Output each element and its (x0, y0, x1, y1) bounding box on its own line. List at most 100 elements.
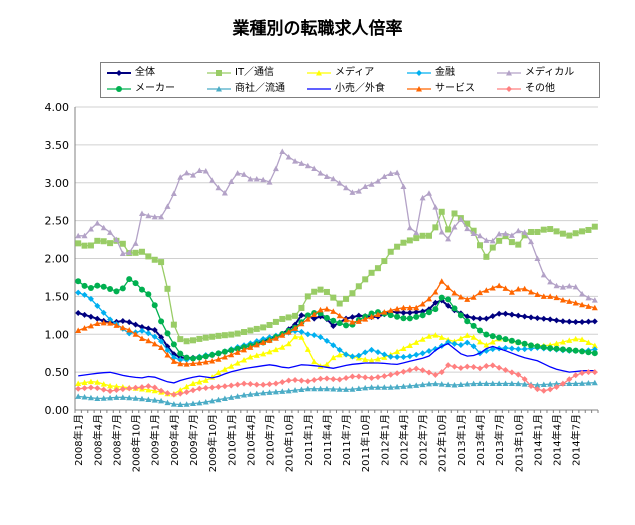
data-point (323, 288, 330, 295)
data-point (75, 310, 82, 317)
data-point (330, 385, 337, 392)
x-tick-label: 2008年1月 (72, 414, 85, 466)
data-point (502, 233, 509, 240)
data-point (94, 385, 101, 392)
data-point (489, 313, 496, 320)
data-point (196, 399, 203, 406)
data-point (413, 382, 420, 388)
data-point (374, 384, 381, 390)
data-point (406, 367, 413, 374)
data-point (298, 160, 305, 166)
data-point (553, 384, 560, 391)
data-point (183, 169, 190, 176)
data-point (470, 230, 477, 236)
data-point (591, 379, 598, 386)
data-point (183, 354, 190, 361)
data-point (107, 286, 114, 293)
data-point (266, 389, 273, 395)
data-point (425, 333, 432, 339)
data-point (464, 220, 471, 227)
data-point (138, 210, 145, 216)
series-line-4 (77, 291, 595, 361)
data-point (177, 390, 184, 397)
data-point (272, 165, 279, 172)
data-point (349, 386, 356, 392)
data-point (400, 353, 407, 360)
data-point (234, 349, 241, 355)
data-point (253, 352, 260, 358)
legend-swatch (107, 86, 131, 92)
data-point (579, 290, 586, 297)
data-point (196, 354, 203, 361)
data-point (100, 309, 107, 316)
data-point (483, 380, 490, 386)
data-point (247, 391, 254, 397)
data-point (508, 239, 515, 246)
data-point (253, 381, 260, 388)
data-point (170, 358, 177, 364)
data-point (266, 179, 273, 185)
data-point (228, 178, 235, 184)
data-point (425, 309, 432, 316)
data-point (177, 387, 184, 393)
legend-swatch (307, 88, 331, 90)
data-point (438, 334, 445, 340)
data-point (336, 351, 343, 358)
data-point (285, 377, 292, 384)
data-point (151, 302, 158, 309)
legend-marker (216, 86, 222, 92)
data-point (470, 343, 477, 350)
data-point (521, 285, 528, 292)
data-point (151, 327, 158, 334)
data-point (591, 350, 598, 357)
data-point (241, 171, 248, 177)
data-point (528, 314, 535, 321)
data-point (151, 340, 158, 347)
data-point (311, 288, 318, 295)
data-point (432, 204, 439, 210)
data-point (183, 338, 190, 345)
data-point (579, 318, 586, 325)
data-point (202, 358, 209, 365)
data-point (94, 395, 101, 401)
data-point (508, 289, 515, 295)
data-point (387, 170, 394, 176)
series-line-2 (77, 209, 596, 342)
data-point (534, 255, 541, 261)
data-point (400, 309, 407, 316)
data-point (451, 363, 458, 370)
legend-label: 金融 (435, 67, 455, 78)
data-point (266, 337, 273, 343)
data-point (221, 366, 228, 372)
data-point (126, 327, 133, 333)
data-point (579, 348, 586, 355)
legend-marker (316, 70, 322, 76)
legend-swatch (497, 70, 521, 76)
data-point (406, 342, 413, 348)
x-tick-label: 2009年10月 (206, 414, 219, 472)
legend-label: メーカー (135, 83, 175, 94)
data-point (585, 318, 592, 325)
data-point (177, 350, 184, 357)
data-point (330, 175, 337, 182)
data-point (119, 317, 126, 324)
data-point (126, 319, 133, 326)
data-point (559, 346, 566, 353)
data-point (311, 376, 318, 383)
series-line-6 (77, 278, 595, 360)
data-point (540, 387, 547, 394)
data-point (87, 295, 94, 302)
data-point (572, 380, 579, 386)
data-point (400, 368, 407, 375)
data-point (470, 334, 477, 340)
data-point (81, 394, 88, 400)
series-line-7 (78, 382, 595, 406)
data-point (489, 362, 496, 369)
data-point (374, 265, 381, 272)
data-point (406, 309, 413, 316)
data-point (304, 162, 311, 169)
data-point (304, 316, 311, 322)
data-point (572, 230, 579, 237)
data-point (355, 188, 362, 194)
